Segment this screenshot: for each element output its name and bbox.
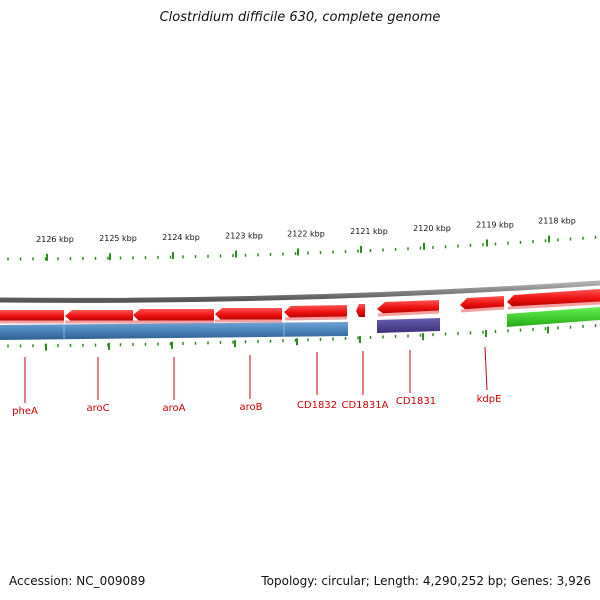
feature-blue[interactable] <box>0 322 348 340</box>
gene-aroC[interactable] <box>65 310 133 322</box>
genome-backbone <box>0 280 600 303</box>
gene-pheA[interactable] <box>0 310 64 322</box>
gene-label: aroB <box>240 402 263 413</box>
gene-label: CD1832 <box>297 400 337 411</box>
gene-label: aroC <box>86 403 109 414</box>
feature-purple[interactable] <box>377 318 440 333</box>
ruler-label: 2120 kbp <box>413 224 451 233</box>
feature-green[interactable] <box>507 307 600 327</box>
gene-label: pheA <box>12 406 38 417</box>
gene-aroA[interactable] <box>133 309 214 322</box>
gene-label: CD1831 <box>396 396 436 407</box>
gene-aroB[interactable] <box>215 308 282 321</box>
lower-track <box>0 307 600 340</box>
gene-CD1831A[interactable] <box>356 304 365 317</box>
ruler-label: 2126 kbp <box>36 235 74 244</box>
map-title: Clostridium difficile 630, complete geno… <box>159 10 441 25</box>
ruler-label: 2125 kbp <box>99 234 137 243</box>
ruler-label: 2121 kbp <box>350 227 388 236</box>
upper-track <box>0 289 600 324</box>
inner-ticks <box>7 324 597 351</box>
gene-CD1831[interactable] <box>377 300 439 315</box>
ruler-label: 2122 kbp <box>287 229 325 238</box>
gene-kdpE[interactable] <box>460 296 504 311</box>
upper-track-shadow <box>0 301 600 324</box>
gene-CD1832[interactable] <box>284 305 347 319</box>
gene-label: aroA <box>163 403 186 414</box>
ruler-ticks <box>7 235 597 261</box>
gene-labels: pheA aroC aroA aroB CD1832 CD1831A CD183… <box>12 346 502 417</box>
topology-summary: Topology: circular; Length: 4,290,252 bp… <box>261 574 591 588</box>
ruler-label: 2119 kbp <box>476 220 514 229</box>
ruler-label: 2123 kbp <box>225 231 263 240</box>
ruler-labels: 2126 kbp 2125 kbp 2124 kbp 2123 kbp 2122 kbp… <box>36 217 576 244</box>
ruler-label: 2124 kbp <box>162 233 200 242</box>
gene-label: CD1831A <box>342 400 389 411</box>
ruler-label: 2118 kbp <box>538 217 576 226</box>
gene-label: kdpE <box>477 394 502 405</box>
accession-label: Accession: NC_009089 <box>9 574 146 588</box>
